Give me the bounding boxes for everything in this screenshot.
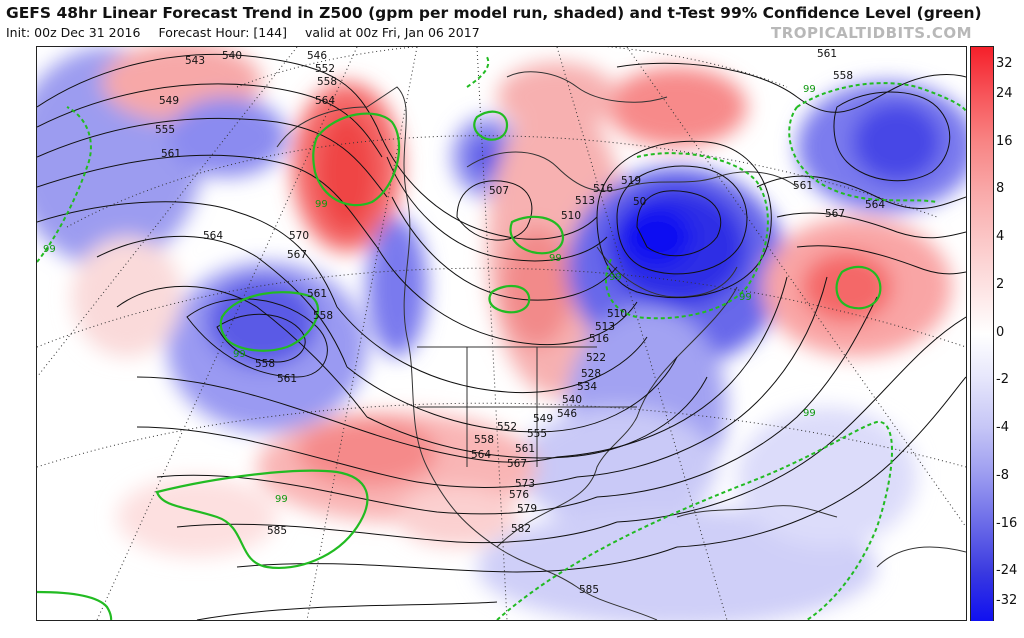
colorbar-segment [971, 381, 993, 430]
valid-time: valid at 00z Fri, Jan 06 2017 [305, 25, 480, 40]
contour-label: 561 [515, 443, 535, 455]
colorbar-segment [971, 476, 993, 525]
colorbar-tick-label: -8 [996, 467, 1009, 483]
contour-label: 543 [185, 55, 205, 67]
contour-label: 573 [515, 478, 535, 490]
contour-label: 585 [579, 584, 599, 596]
contour-label: 519 [621, 175, 641, 187]
contour-label: 510 [561, 210, 581, 222]
anomaly-shading [37, 47, 966, 620]
contour-label: 507 [489, 185, 509, 197]
chart-subtitle: Init: 00z Dec 31 2016 Forecast Hour: [14… [6, 25, 494, 40]
contour-label: 555 [527, 428, 547, 440]
confidence-label: 99 [803, 84, 816, 95]
colorbar-segment [971, 238, 993, 287]
forecast-hour: Forecast Hour: [144] [158, 25, 288, 40]
contour-label: 516 [589, 333, 609, 345]
forecast-map: 543 540 546 549 552 558 555 564 561 564 … [36, 46, 967, 621]
colorbar-segment [971, 572, 993, 621]
colorbar [970, 46, 994, 621]
colorbar-tick-label: 4 [996, 229, 1005, 244]
contour-label: 585 [267, 525, 287, 537]
confidence-label: 99 [803, 408, 816, 419]
colorbar-segment [971, 333, 993, 382]
contour-label: 510 [607, 308, 627, 320]
contour-label: 582 [511, 523, 531, 535]
colorbar-tick-label: 2 [996, 276, 1005, 292]
contour-label: 546 [557, 408, 577, 420]
colorbar-tick-label: 32 [996, 56, 1013, 71]
colorbar-tick-label: -32 [996, 593, 1018, 608]
contour-labels: 543 540 546 549 552 558 555 564 561 564 … [155, 48, 885, 596]
contour-label: 528 [581, 368, 601, 380]
confidence-dashed-contours [37, 56, 966, 620]
chart-title: GEFS 48hr Linear Forecast Trend in Z500 … [6, 4, 982, 22]
colorbar-tick-label: 0 [996, 324, 1005, 340]
contour-label: 513 [595, 321, 615, 333]
colorbar-segment [971, 142, 993, 191]
confidence-label: 99 [739, 292, 752, 303]
confidence-label: 99 [315, 199, 328, 210]
colorbar-tick-label: -2 [996, 372, 1009, 388]
colorbar-segment [971, 285, 993, 334]
contour-label: 50 [633, 196, 646, 208]
contour-label: 552 [497, 421, 517, 433]
brand-watermark: TROPICALTIDBITS.COM [771, 24, 972, 42]
contour-label: 516 [593, 183, 613, 195]
contour-label: 540 [222, 50, 242, 62]
height-contours [37, 53, 966, 620]
contour-label: 546 [307, 50, 327, 62]
contour-label: 564 [203, 230, 223, 242]
contour-label: 561 [161, 148, 181, 160]
colorbar-tick-label: -24 [996, 563, 1018, 579]
contour-label: 555 [155, 124, 175, 136]
contour-label: 540 [562, 394, 582, 406]
confidence-label: 99 [233, 349, 246, 360]
contour-label: 549 [533, 413, 553, 425]
colorbar-tick-label: -16 [996, 515, 1018, 531]
contour-label: 576 [509, 489, 529, 501]
contour-label: 561 [277, 373, 297, 385]
colorbar-segment [971, 94, 993, 143]
latlon-grid [37, 47, 966, 620]
confidence-label: 99 [275, 494, 288, 505]
contour-label: 558 [474, 434, 494, 446]
contour-label: 567 [507, 458, 527, 470]
contour-label: 534 [577, 381, 597, 393]
contour-label: 513 [575, 195, 595, 207]
colorbar-segment [971, 429, 993, 478]
map-canvas: 543 540 546 549 552 558 555 564 561 564 … [37, 47, 966, 620]
contour-label: 558 [255, 358, 275, 370]
contour-label: 552 [315, 63, 335, 75]
contour-label: 558 [317, 76, 337, 88]
confidence-label: 99 [549, 253, 562, 264]
colorbar-segment [971, 524, 993, 573]
confidence-label: 99 [43, 244, 56, 255]
contour-label: 564 [315, 95, 335, 107]
contour-label: 561 [817, 48, 837, 60]
contour-label: 564 [471, 449, 491, 461]
confidence-contours [37, 110, 882, 620]
colorbar-tick-label: -4 [996, 420, 1009, 435]
contour-label: 558 [833, 70, 853, 82]
colorbar-tick-label: 16 [996, 133, 1013, 149]
contour-label: 522 [586, 352, 606, 364]
init-time: Init: 00z Dec 31 2016 [6, 25, 141, 40]
colorbar-segment [971, 47, 993, 96]
contour-label: 558 [313, 310, 333, 322]
contour-label: 567 [287, 249, 307, 261]
contour-label: 561 [307, 288, 327, 300]
contour-label: 564 [865, 199, 885, 211]
contour-label: 549 [159, 95, 179, 107]
contour-label: 570 [289, 230, 309, 242]
colorbar-tick-label: 8 [996, 181, 1005, 197]
confidence-labels: 99 99 99 99 99 99 99 99 99 [43, 84, 816, 505]
confidence-label: 99 [609, 272, 622, 283]
contour-label: 579 [517, 503, 537, 515]
contour-label: 561 [793, 180, 813, 192]
contour-label: 567 [825, 208, 845, 220]
colorbar-segment [971, 190, 993, 239]
colorbar-tick-label: 24 [996, 85, 1013, 101]
